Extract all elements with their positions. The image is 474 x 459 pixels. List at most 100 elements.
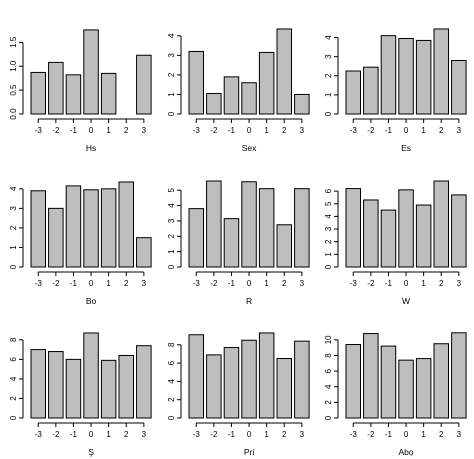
x-tick-label: -3 [35,126,43,135]
x-tick-label: -2 [210,126,218,135]
y-tick-label: 0 [9,264,18,269]
x-tick-label: 0 [89,279,94,288]
bar [83,29,99,115]
x-tick-label: -3 [35,430,43,439]
y-tick-label: 0 [167,415,176,420]
chart-panel-6: 0 2 4 6 8 -3 -2 -1 0 1 2 3 Ş [9,332,152,457]
bar [100,72,117,115]
bar [258,332,275,419]
y-tick-label: 0.5 [9,84,18,96]
bar [398,359,414,419]
y-tick-label: 1 [324,252,333,257]
x-tick-label: 3 [142,126,147,135]
x-axis-label: Sex [242,143,257,153]
chart-panel-8: 0 2 4 6 8 10 -3 -2 -1 0 1 2 3 Abọ [324,332,467,457]
y-tick-label: 10 [324,335,333,344]
y-tick-label: 4 [324,35,333,40]
x-tick-label: 1 [264,430,269,439]
x-tick-label: 2 [282,279,287,288]
x-tick-label: -1 [228,279,236,288]
y-tick-label: 0 [324,415,333,420]
bar [294,340,310,419]
x-tick-label: -2 [52,126,60,135]
bar [363,199,379,268]
x-tick-label: -2 [367,430,375,439]
x-axis-label: R [246,296,252,306]
x-tick-label: 3 [300,126,305,135]
y-tick-label: 4 [167,33,176,38]
bar [294,188,310,268]
y-tick-label: 1 [167,249,176,254]
x-tick-label: 3 [142,430,147,439]
y-tick-label: 8 [167,342,176,347]
bar [206,180,222,268]
x-tick-label: -3 [193,430,201,439]
x-axis-label: Hs [86,143,96,153]
x-tick-label: 2 [124,126,129,135]
x-tick-label: -2 [210,430,218,439]
x-tick-label: 1 [421,430,426,439]
x-tick-label: -2 [367,126,375,135]
x-tick-label: -1 [70,430,78,439]
bar [451,332,467,419]
bar [415,358,432,419]
bar [83,332,99,419]
y-tick-label: 2 [324,400,333,405]
y-tick-label: 3 [167,53,176,58]
bar [30,190,46,268]
bar [48,351,64,419]
chart-panel-7: 0 2 4 6 8 -3 -2 -1 0 1 2 3 Pri [167,332,310,457]
x-tick-label: 3 [457,430,462,439]
bar [223,218,240,268]
bar [415,204,432,268]
y-tick-label: 5 [324,201,333,206]
chart-panel-5: 0 1 2 3 4 5 6 -3 -2 -1 0 1 2 3 W [324,180,467,306]
bar [188,334,204,419]
x-tick-label: -2 [52,279,60,288]
x-tick-label: -2 [367,279,375,288]
x-tick-label: -2 [210,279,218,288]
chart-panel-2: 0 1 2 3 4 -3 -2 -1 0 1 2 3 Es [324,28,467,153]
bar [241,339,257,419]
x-tick-label: 0 [89,126,94,135]
x-tick-label: 0 [404,279,409,288]
bar [223,76,240,115]
x-tick-label: 2 [282,430,287,439]
x-tick-label: -1 [385,279,393,288]
x-tick-label: -1 [70,279,78,288]
x-tick-label: 3 [300,279,305,288]
x-tick-label: 2 [439,430,444,439]
bar [345,344,361,419]
y-tick-label: 1 [324,92,333,97]
x-tick-label: 0 [89,430,94,439]
y-tick-label: 0.0 [9,108,18,120]
bar [380,35,397,115]
bar [258,51,275,115]
y-tick-label: 6 [324,368,333,373]
bar [65,74,82,115]
y-tick-label: 1.0 [9,60,18,72]
y-tick-label: 2 [167,234,176,239]
y-tick-label: 3 [9,206,18,211]
bar [48,207,64,268]
bar [30,71,46,115]
x-tick-label: 1 [106,126,111,135]
x-axis-label: Ş [88,447,94,457]
x-tick-label: 0 [247,430,252,439]
x-tick-label: 0 [247,126,252,135]
x-tick-label: 3 [142,279,147,288]
x-tick-label: -1 [70,126,78,135]
bar [188,208,204,268]
bar [433,180,449,268]
y-tick-label: 2 [167,397,176,402]
x-tick-label: 2 [439,279,444,288]
x-tick-label: 1 [421,279,426,288]
x-tick-label: -1 [228,126,236,135]
x-tick-label: 2 [282,126,287,135]
bar [451,194,467,268]
bar [206,354,222,419]
bar [48,61,64,115]
y-tick-label: 8 [324,353,333,358]
x-tick-label: -3 [193,279,201,288]
